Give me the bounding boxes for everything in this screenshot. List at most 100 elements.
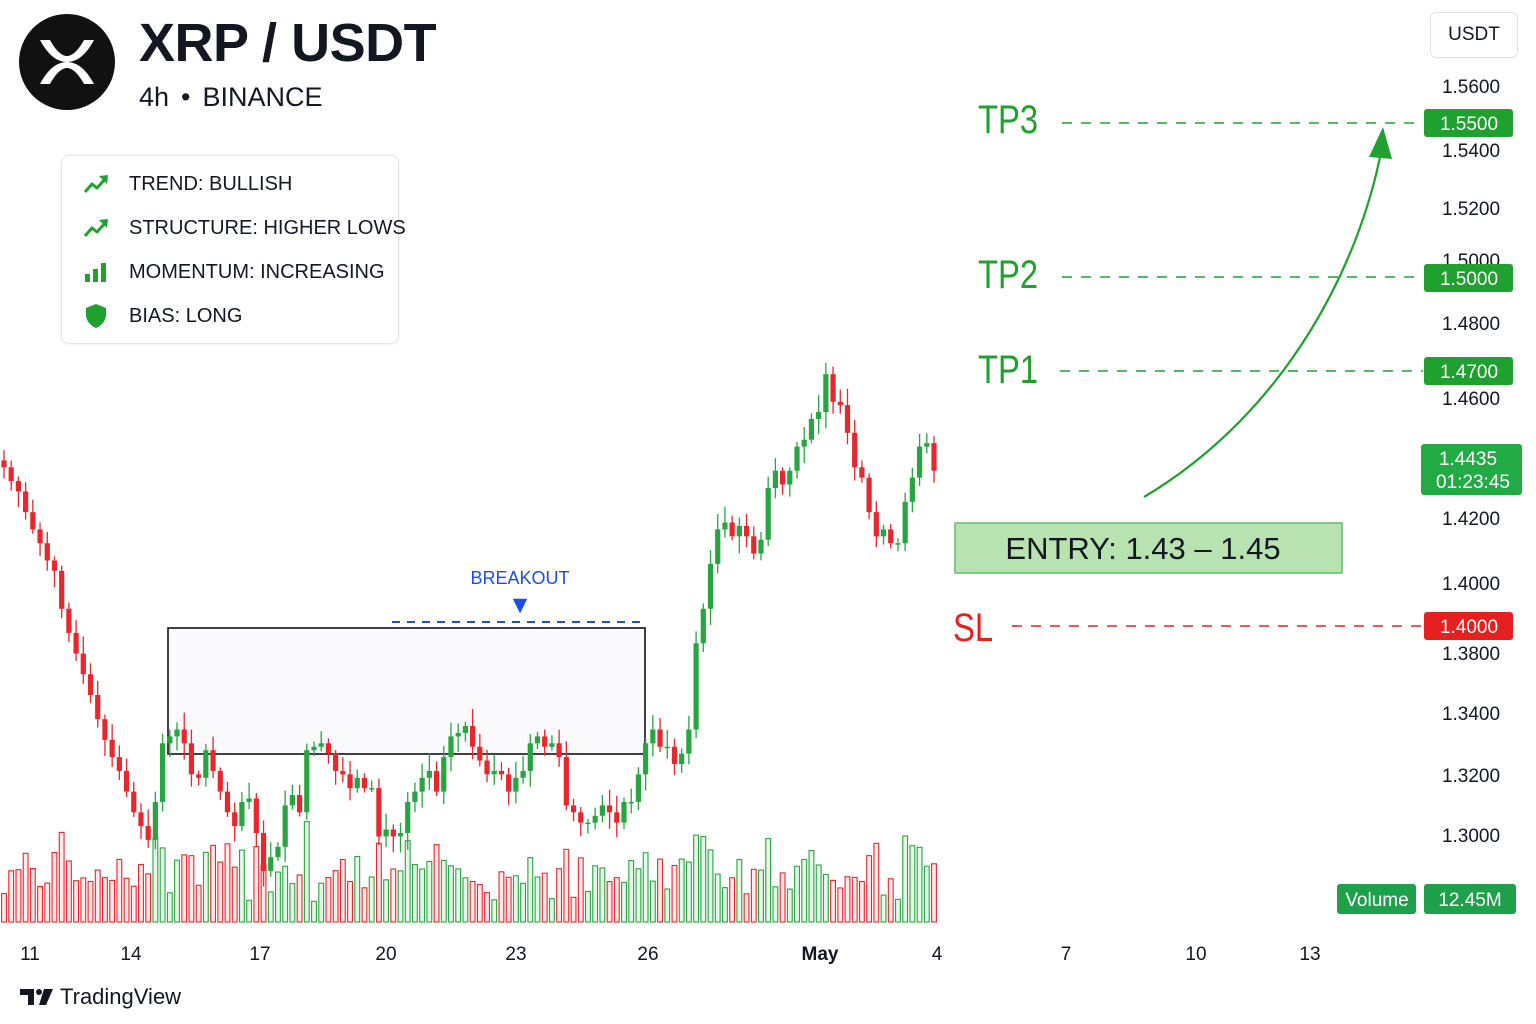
- candle-body: [916, 446, 923, 478]
- volume-bar: [758, 869, 764, 923]
- candle-body: [563, 757, 569, 806]
- volume-bar: [512, 875, 519, 923]
- candle-body: [448, 736, 454, 758]
- candle-body: [852, 432, 858, 468]
- candle-body: [787, 470, 793, 485]
- candle-body: [931, 443, 937, 471]
- volume-bar: [383, 879, 390, 923]
- volume-bar: [729, 877, 736, 923]
- candle-body: [671, 746, 678, 764]
- candle-body: [325, 743, 332, 754]
- volume-bar: [275, 871, 281, 923]
- volume-bar: [548, 898, 555, 923]
- candle-body: [888, 529, 894, 544]
- volume-bar: [671, 864, 678, 923]
- candle-body: [44, 543, 50, 561]
- candle-body: [361, 777, 368, 789]
- volume-bar: [253, 846, 260, 923]
- volume-bar: [880, 894, 887, 923]
- time-axis-label: 7: [1061, 944, 1072, 965]
- volume-bar: [123, 877, 130, 923]
- volume-bar: [390, 868, 397, 923]
- volume-bar: [714, 873, 721, 923]
- candle-body: [657, 729, 663, 747]
- volume-bar: [224, 843, 231, 923]
- tradingview-brand[interactable]: TradingView: [20, 984, 181, 1010]
- price-axis-label: 1.4800: [1442, 314, 1500, 335]
- candle-body: [462, 726, 468, 733]
- volume-bar: [902, 835, 909, 923]
- candle-body: [397, 833, 404, 837]
- volume-bar: [217, 861, 224, 923]
- volume-bar: [649, 880, 656, 923]
- candle-body: [80, 653, 86, 675]
- volume-bar: [303, 821, 310, 923]
- currency-button[interactable]: USDT: [1430, 12, 1518, 58]
- brand-name: TradingView: [60, 984, 182, 1009]
- volume-bar: [556, 868, 563, 923]
- volume-bar: [15, 869, 22, 923]
- volume-bar: [159, 847, 166, 923]
- subtitle-separator: •: [181, 82, 191, 112]
- volume-bar: [354, 856, 361, 923]
- volume-label-text: Volume: [1345, 890, 1408, 911]
- candle-body: [477, 746, 483, 761]
- volume-bar: [202, 851, 209, 923]
- candle-body: [174, 729, 180, 737]
- trend-row: TREND: BULLISH: [82, 170, 292, 198]
- volume-bar: [210, 844, 217, 923]
- volume-bar: [181, 854, 188, 923]
- volume-bar: [130, 885, 137, 923]
- candle-body: [354, 777, 360, 789]
- price-axis-label: 1.5600: [1442, 77, 1500, 98]
- volume-bar: [404, 840, 411, 923]
- candle-body: [880, 529, 887, 537]
- volume-bar: [397, 870, 404, 923]
- candle-body: [196, 774, 202, 778]
- candle-body: [253, 798, 259, 833]
- candle-body: [217, 770, 223, 792]
- breakout-label: BREAKOUT: [470, 568, 569, 588]
- current-price-text: 1.4435: [1439, 449, 1497, 470]
- candle-body: [780, 470, 786, 485]
- trend-label: TREND: BULLISH: [129, 172, 293, 195]
- candle-body: [123, 770, 130, 792]
- volume-value-text: 12.45M: [1438, 890, 1501, 911]
- volume-bar: [599, 867, 606, 923]
- volume-bar: [873, 842, 880, 923]
- candle-body: [260, 833, 267, 871]
- time-axis-label: 11: [20, 944, 40, 965]
- time-axis-label: 4: [932, 944, 943, 965]
- candle-body: [801, 439, 807, 447]
- current-price-badge: [1421, 444, 1522, 495]
- candle-body: [412, 791, 418, 802]
- volume-bar: [145, 873, 152, 923]
- candle-body: [455, 732, 461, 737]
- candle-body: [275, 846, 281, 858]
- tp2-price-text: 1.5000: [1440, 269, 1498, 290]
- volume-bar: [585, 890, 591, 923]
- candle-body: [95, 695, 101, 720]
- candle-body: [426, 770, 432, 778]
- candle-body: [232, 812, 238, 827]
- volume-bar: [923, 865, 930, 923]
- candle-body: [686, 729, 692, 754]
- candle-body: [390, 829, 396, 837]
- volume-bar: [628, 860, 635, 923]
- volume-bar: [29, 868, 36, 923]
- consolidation-range-box: [167, 627, 646, 755]
- volume-bar: [8, 870, 15, 923]
- volume-bar: [808, 849, 815, 923]
- timeframe-label[interactable]: 4h: [139, 82, 170, 112]
- candle-body: [318, 743, 324, 747]
- candle-body: [895, 543, 901, 545]
- volume-bar: [44, 882, 51, 923]
- candle-body: [188, 743, 195, 775]
- candle-body: [823, 374, 829, 413]
- candle-body: [470, 726, 476, 747]
- bias-label: BIAS: LONG: [129, 304, 243, 327]
- price-axis-label: 1.3200: [1442, 766, 1500, 787]
- momentum-row: MOMENTUM: INCREASING: [82, 258, 385, 286]
- candle-body: [859, 467, 865, 478]
